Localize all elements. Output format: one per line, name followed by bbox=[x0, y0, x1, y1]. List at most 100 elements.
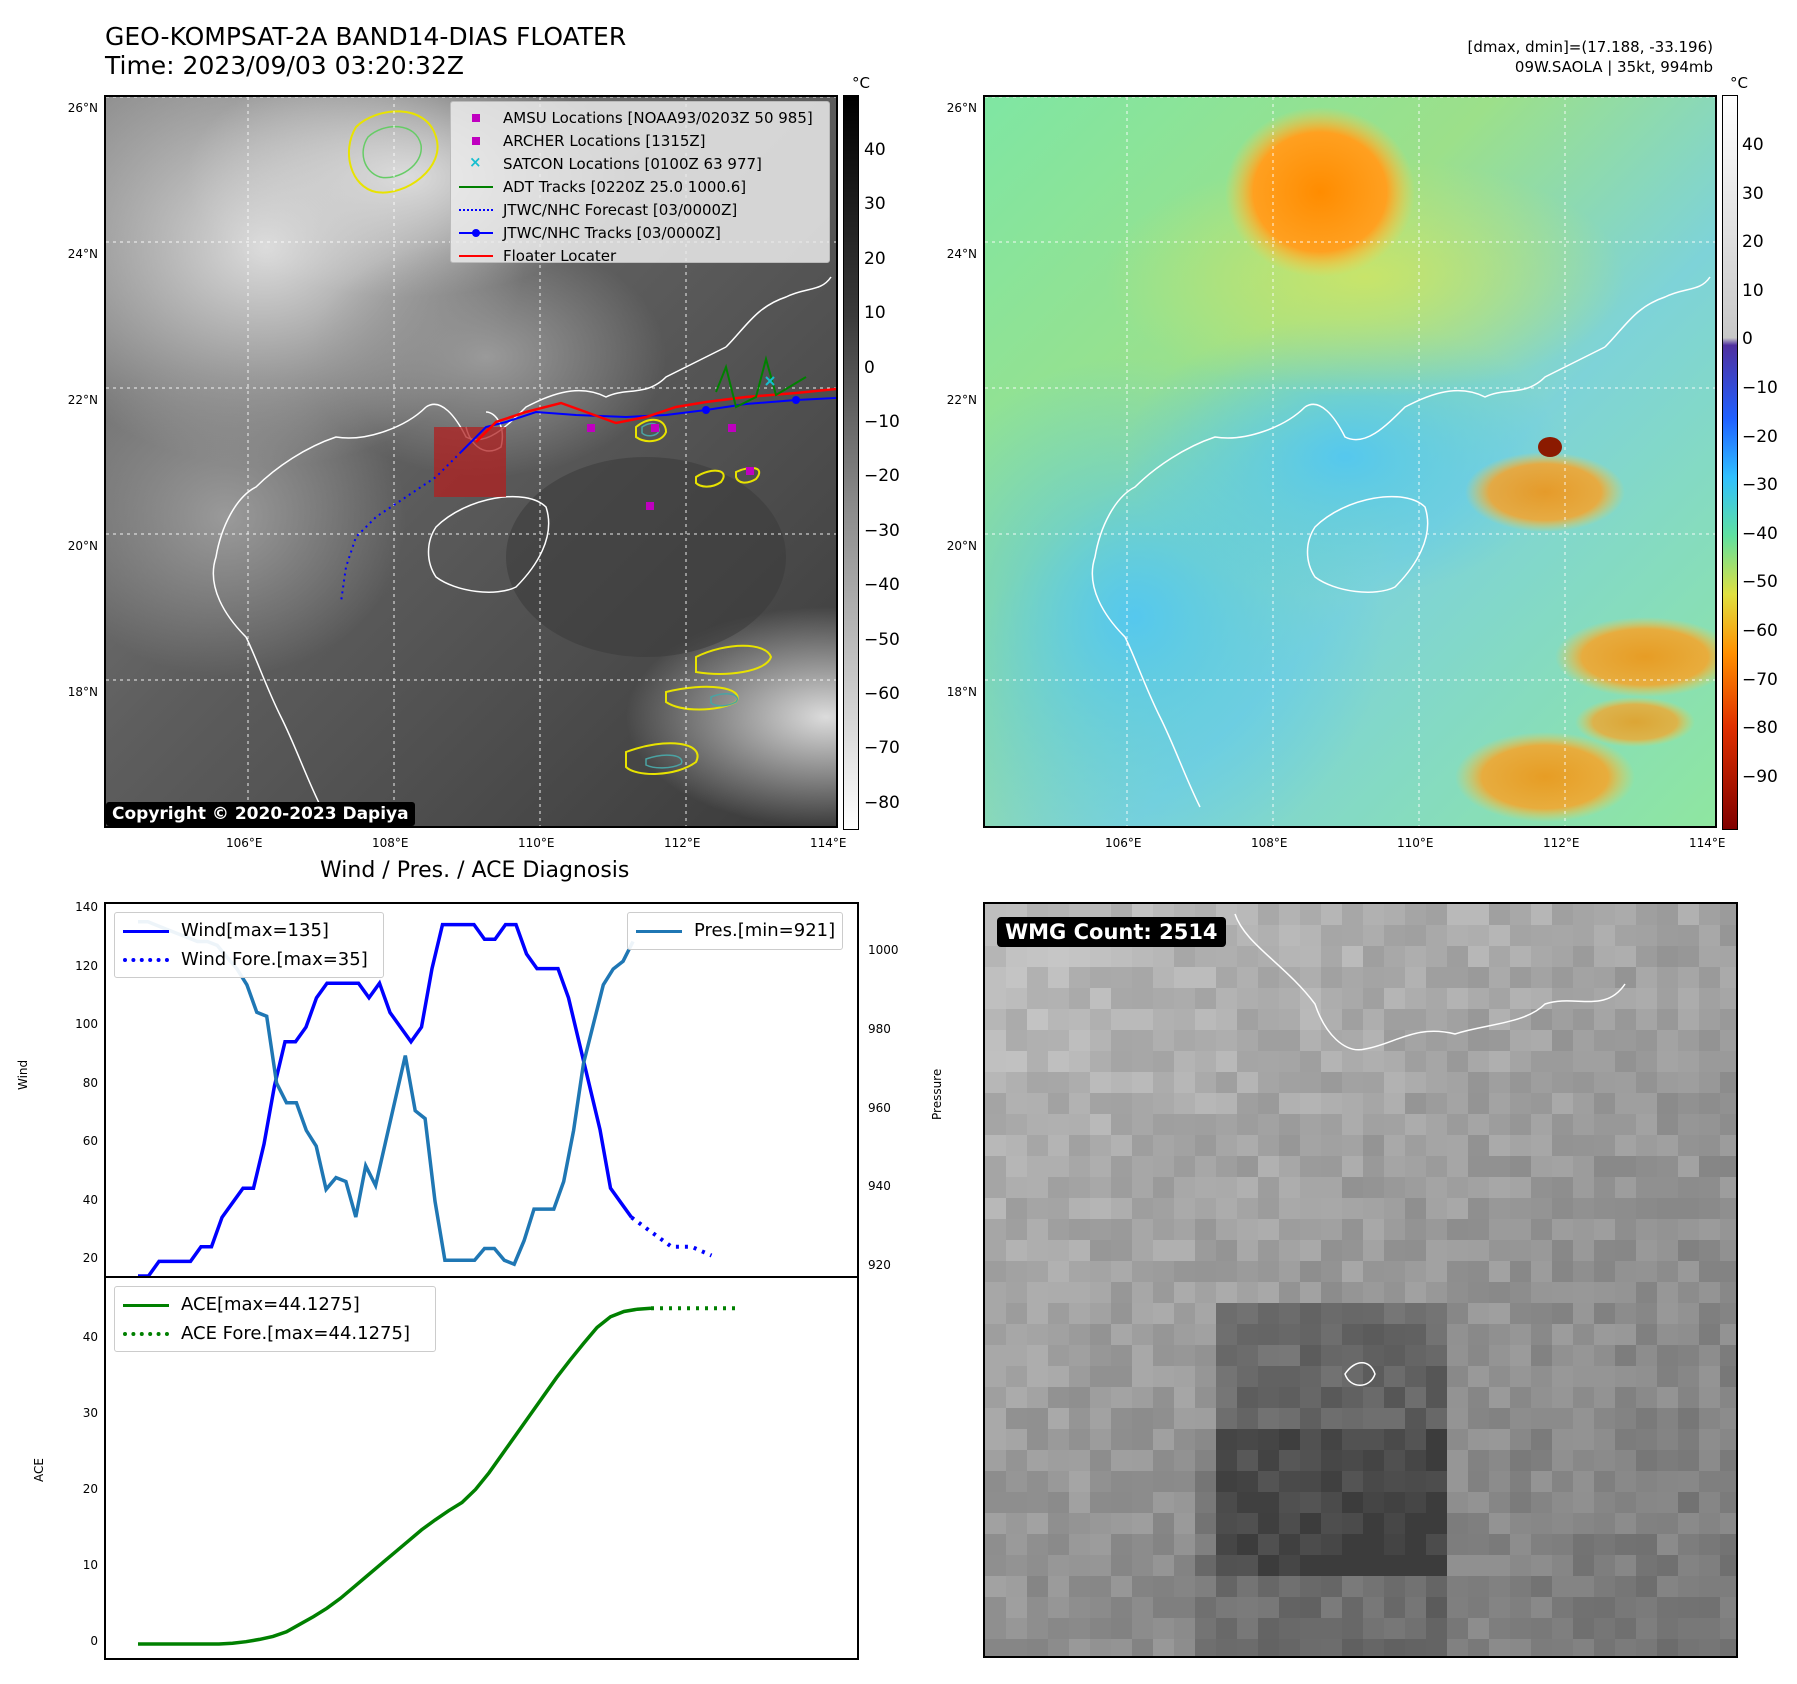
colorbar-tick: 0 bbox=[864, 357, 875, 378]
wmg-cell bbox=[1468, 904, 1489, 925]
wmg-cell bbox=[1321, 1366, 1342, 1387]
wmg-cell bbox=[1405, 1177, 1426, 1198]
wmg-cell bbox=[1636, 1219, 1657, 1240]
wmg-cell bbox=[1468, 1639, 1489, 1656]
wmg-cell bbox=[1111, 1597, 1132, 1618]
wmg-cell bbox=[1489, 1387, 1510, 1408]
wmg-cell bbox=[1720, 1429, 1736, 1450]
wmg-cell bbox=[1363, 1471, 1384, 1492]
wmg-cell bbox=[1426, 1240, 1447, 1261]
wmg-cell bbox=[1489, 1240, 1510, 1261]
wmg-cell bbox=[1153, 1513, 1174, 1534]
wmg-cell bbox=[1216, 1471, 1237, 1492]
wmg-cell bbox=[1489, 1534, 1510, 1555]
wmg-cell bbox=[1195, 1072, 1216, 1093]
wmg-cell bbox=[1342, 1051, 1363, 1072]
wmg-cell bbox=[1279, 925, 1300, 946]
wmg-cell bbox=[1132, 1093, 1153, 1114]
wmg-cell bbox=[1195, 1513, 1216, 1534]
wmg-cell bbox=[1153, 1366, 1174, 1387]
wmg-cell bbox=[985, 1450, 1006, 1471]
wmg-cell bbox=[1552, 1387, 1573, 1408]
wmg-cell bbox=[1174, 1051, 1195, 1072]
wmg-cell bbox=[985, 1366, 1006, 1387]
wind-legend: Wind[max=135] Wind Fore.[max=35] bbox=[114, 912, 384, 978]
wmg-cell bbox=[1552, 1366, 1573, 1387]
wmg-cell bbox=[1237, 1534, 1258, 1555]
wmg-cell bbox=[1384, 1072, 1405, 1093]
wmg-cell bbox=[1447, 1387, 1468, 1408]
lat-tick-24: 24°N bbox=[67, 247, 98, 261]
wmg-cell bbox=[1258, 967, 1279, 988]
wind-tick: 140 bbox=[75, 900, 98, 914]
wmg-cell bbox=[1132, 1345, 1153, 1366]
wmg-cell bbox=[1111, 1156, 1132, 1177]
wmg-cell bbox=[1321, 1198, 1342, 1219]
colorbar-tick: 10 bbox=[1742, 280, 1764, 301]
wmg-cell bbox=[1426, 1471, 1447, 1492]
wmg-cell bbox=[1195, 1345, 1216, 1366]
lon-tick-106: 106°E bbox=[226, 836, 263, 850]
wmg-cell bbox=[1531, 1240, 1552, 1261]
wmg-cell bbox=[1384, 1324, 1405, 1345]
wmg-cell bbox=[1006, 1261, 1027, 1282]
wmg-cell bbox=[1447, 1471, 1468, 1492]
wmg-cell bbox=[1048, 1366, 1069, 1387]
wmg-cell bbox=[1384, 1576, 1405, 1597]
wmg-cell bbox=[1678, 1261, 1699, 1282]
wmg-cell bbox=[1384, 1618, 1405, 1639]
wmg-cell bbox=[1006, 967, 1027, 988]
wmg-cell bbox=[1615, 1324, 1636, 1345]
wmg-cell bbox=[1678, 1009, 1699, 1030]
wmg-cell bbox=[1195, 1114, 1216, 1135]
wmg-cell bbox=[1405, 1555, 1426, 1576]
wmg-cell bbox=[1468, 1429, 1489, 1450]
wmg-cell bbox=[1426, 1198, 1447, 1219]
wmg-cell bbox=[1069, 1177, 1090, 1198]
wmg-cell bbox=[1699, 1114, 1720, 1135]
wmg-cell bbox=[1174, 1219, 1195, 1240]
wmg-cell bbox=[1048, 1177, 1069, 1198]
wmg-cell bbox=[1027, 1576, 1048, 1597]
wmg-cell bbox=[1489, 1261, 1510, 1282]
wmg-cell bbox=[1510, 1597, 1531, 1618]
wmg-cell bbox=[985, 1240, 1006, 1261]
wmg-cell bbox=[1426, 1135, 1447, 1156]
wmg-island-outline bbox=[1344, 1362, 1376, 1386]
wmg-cell bbox=[1279, 1114, 1300, 1135]
colorbar-tick: 40 bbox=[1742, 135, 1764, 155]
wmg-cell bbox=[1090, 1198, 1111, 1219]
wmg-cell bbox=[1048, 1450, 1069, 1471]
wmg-cell bbox=[1426, 1534, 1447, 1555]
wmg-cell bbox=[1678, 1555, 1699, 1576]
wmg-cell bbox=[1510, 1240, 1531, 1261]
wmg-cell bbox=[1363, 1492, 1384, 1513]
wmg-cell bbox=[1216, 1366, 1237, 1387]
wmg-cell bbox=[1552, 1576, 1573, 1597]
wmg-cell bbox=[1048, 1156, 1069, 1177]
wmg-cell bbox=[1489, 1555, 1510, 1576]
wmg-cell bbox=[1342, 1240, 1363, 1261]
wmg-cell bbox=[1405, 1429, 1426, 1450]
wmg-cell bbox=[1531, 1177, 1552, 1198]
wmg-cell bbox=[1573, 1072, 1594, 1093]
wmg-cell bbox=[1090, 1156, 1111, 1177]
wmg-cell bbox=[1699, 1513, 1720, 1534]
wmg-cell bbox=[1468, 1093, 1489, 1114]
wmg-cell bbox=[1678, 1219, 1699, 1240]
wmg-cell bbox=[1489, 1051, 1510, 1072]
wmg-cell bbox=[1426, 1450, 1447, 1471]
wmg-cell bbox=[1573, 1219, 1594, 1240]
wmg-cell bbox=[1552, 1513, 1573, 1534]
wmg-cell bbox=[1216, 1177, 1237, 1198]
wmg-cell bbox=[1048, 1198, 1069, 1219]
colorbar-tick: 10 bbox=[864, 303, 886, 324]
wmg-cell bbox=[1321, 1618, 1342, 1639]
ace-legend: ACE[max=44.1275] ACE Fore.[max=44.1275] bbox=[114, 1286, 436, 1352]
wmg-cell bbox=[1090, 1282, 1111, 1303]
wmg-cell bbox=[1006, 1429, 1027, 1450]
wmg-cell bbox=[985, 1093, 1006, 1114]
wmg-cell bbox=[1636, 1282, 1657, 1303]
wmg-cell bbox=[1510, 1639, 1531, 1656]
wmg-cell bbox=[1468, 1114, 1489, 1135]
